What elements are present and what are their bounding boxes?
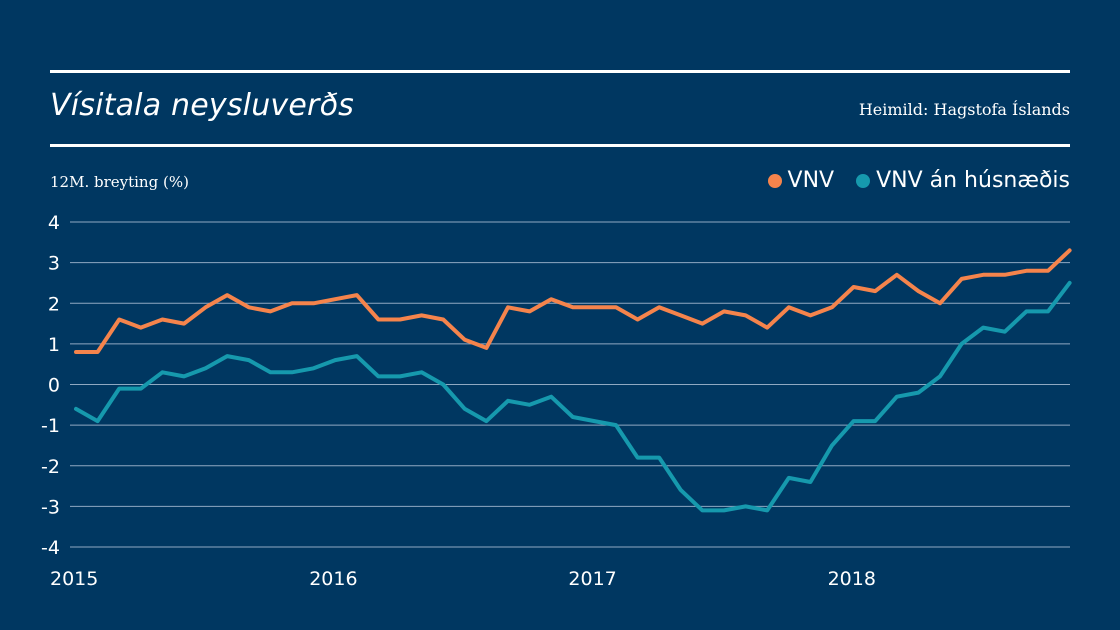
y-axis-label: 12M. breyting (%) [50,173,189,191]
top-rule [50,70,1070,73]
legend-dot-vnv-icon [767,173,782,188]
y-tick-label: 0 [48,375,60,397]
grid-lines [70,221,1070,548]
legend-dot-vnv-an-husnaedis-icon [856,173,871,188]
y-tick-label: 4 [48,212,60,234]
x-tick-label: 2015 [50,568,98,590]
legend-item-vnv: VNV [767,168,835,193]
chart-title: Vísitala neysluverðs [50,88,354,123]
legend-label-vnv-an-husnaedis: VNV án húsnæðis [876,168,1070,193]
x-tick-labels: 2015 2016 2017 2018 [50,568,876,590]
y-tick-label: 2 [48,293,60,315]
x-tick-label: 2017 [568,568,616,590]
y-tick-label: -2 [41,456,60,478]
title-rule [50,144,1070,147]
series-line-vnv [74,248,1072,354]
series-lines [74,248,1072,513]
source-note: Heimild: Hagstofa Íslands [858,100,1070,119]
legend-item-vnv-an-husnaedis: VNV án húsnæðis [856,168,1070,193]
legend-label-vnv: VNV [787,168,835,193]
x-tick-label: 2018 [828,568,876,590]
y-tick-label: -1 [41,415,60,437]
y-tick-label: 1 [48,334,60,356]
y-tick-label: -4 [41,537,60,559]
legend: VNV VNV án húsnæðis [746,168,1070,193]
y-tick-labels: 4 3 2 1 0 -1 -2 -3 -4 [41,212,60,559]
series-line-vnv-an-husnaedis [74,280,1072,513]
y-tick-label: -3 [41,496,60,518]
y-tick-label: 3 [48,253,60,275]
x-tick-label: 2016 [309,568,357,590]
